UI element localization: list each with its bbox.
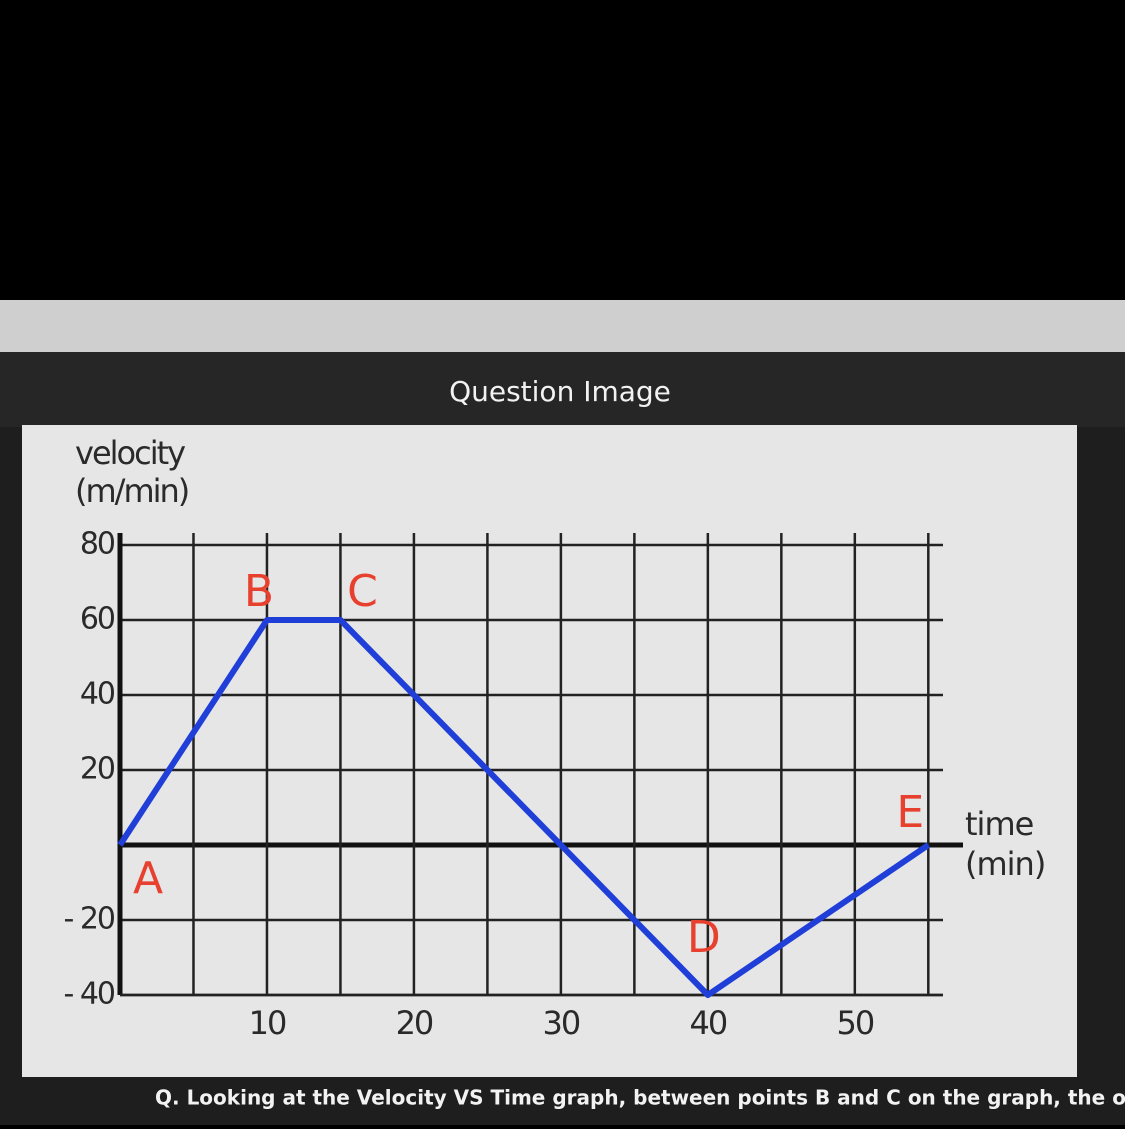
x-tick-label: 20	[396, 1004, 433, 1042]
question-text: Q. Looking at the Velocity VS Time graph…	[155, 1086, 1125, 1110]
x-tick-label: 50	[836, 1004, 873, 1042]
chart: 80 60 40 20 - 20 - 40 10 20 30 40 50 velocity(m/min…	[63, 434, 1046, 1042]
modal-header	[0, 352, 1125, 427]
point-label: A	[133, 853, 163, 904]
point-label: C	[347, 566, 378, 617]
y-tick-label: 80	[80, 527, 115, 562]
point-label: D	[687, 912, 721, 963]
y-axis-title: (m/min)	[75, 472, 188, 510]
y-tick-label: 60	[80, 602, 115, 637]
point-label: B	[244, 566, 274, 617]
point-label: E	[896, 787, 924, 838]
x-tick-label: 30	[543, 1004, 580, 1042]
x-axis-title: (min)	[965, 845, 1045, 883]
x-tick-label: 40	[689, 1004, 726, 1042]
y-tick-label: - 20	[63, 902, 114, 937]
y-axis-title: velocity	[75, 434, 185, 472]
question-image	[22, 425, 1077, 1077]
header-title: Question Image	[449, 375, 671, 408]
y-tick-label: 40	[80, 677, 115, 712]
data-line	[117, 617, 930, 998]
address-bar	[0, 300, 1125, 352]
y-tick-label: 20	[80, 752, 115, 787]
x-axis-title: time	[965, 805, 1033, 843]
y-tick-label: - 40	[63, 977, 114, 1012]
x-tick-label: 10	[249, 1004, 286, 1042]
